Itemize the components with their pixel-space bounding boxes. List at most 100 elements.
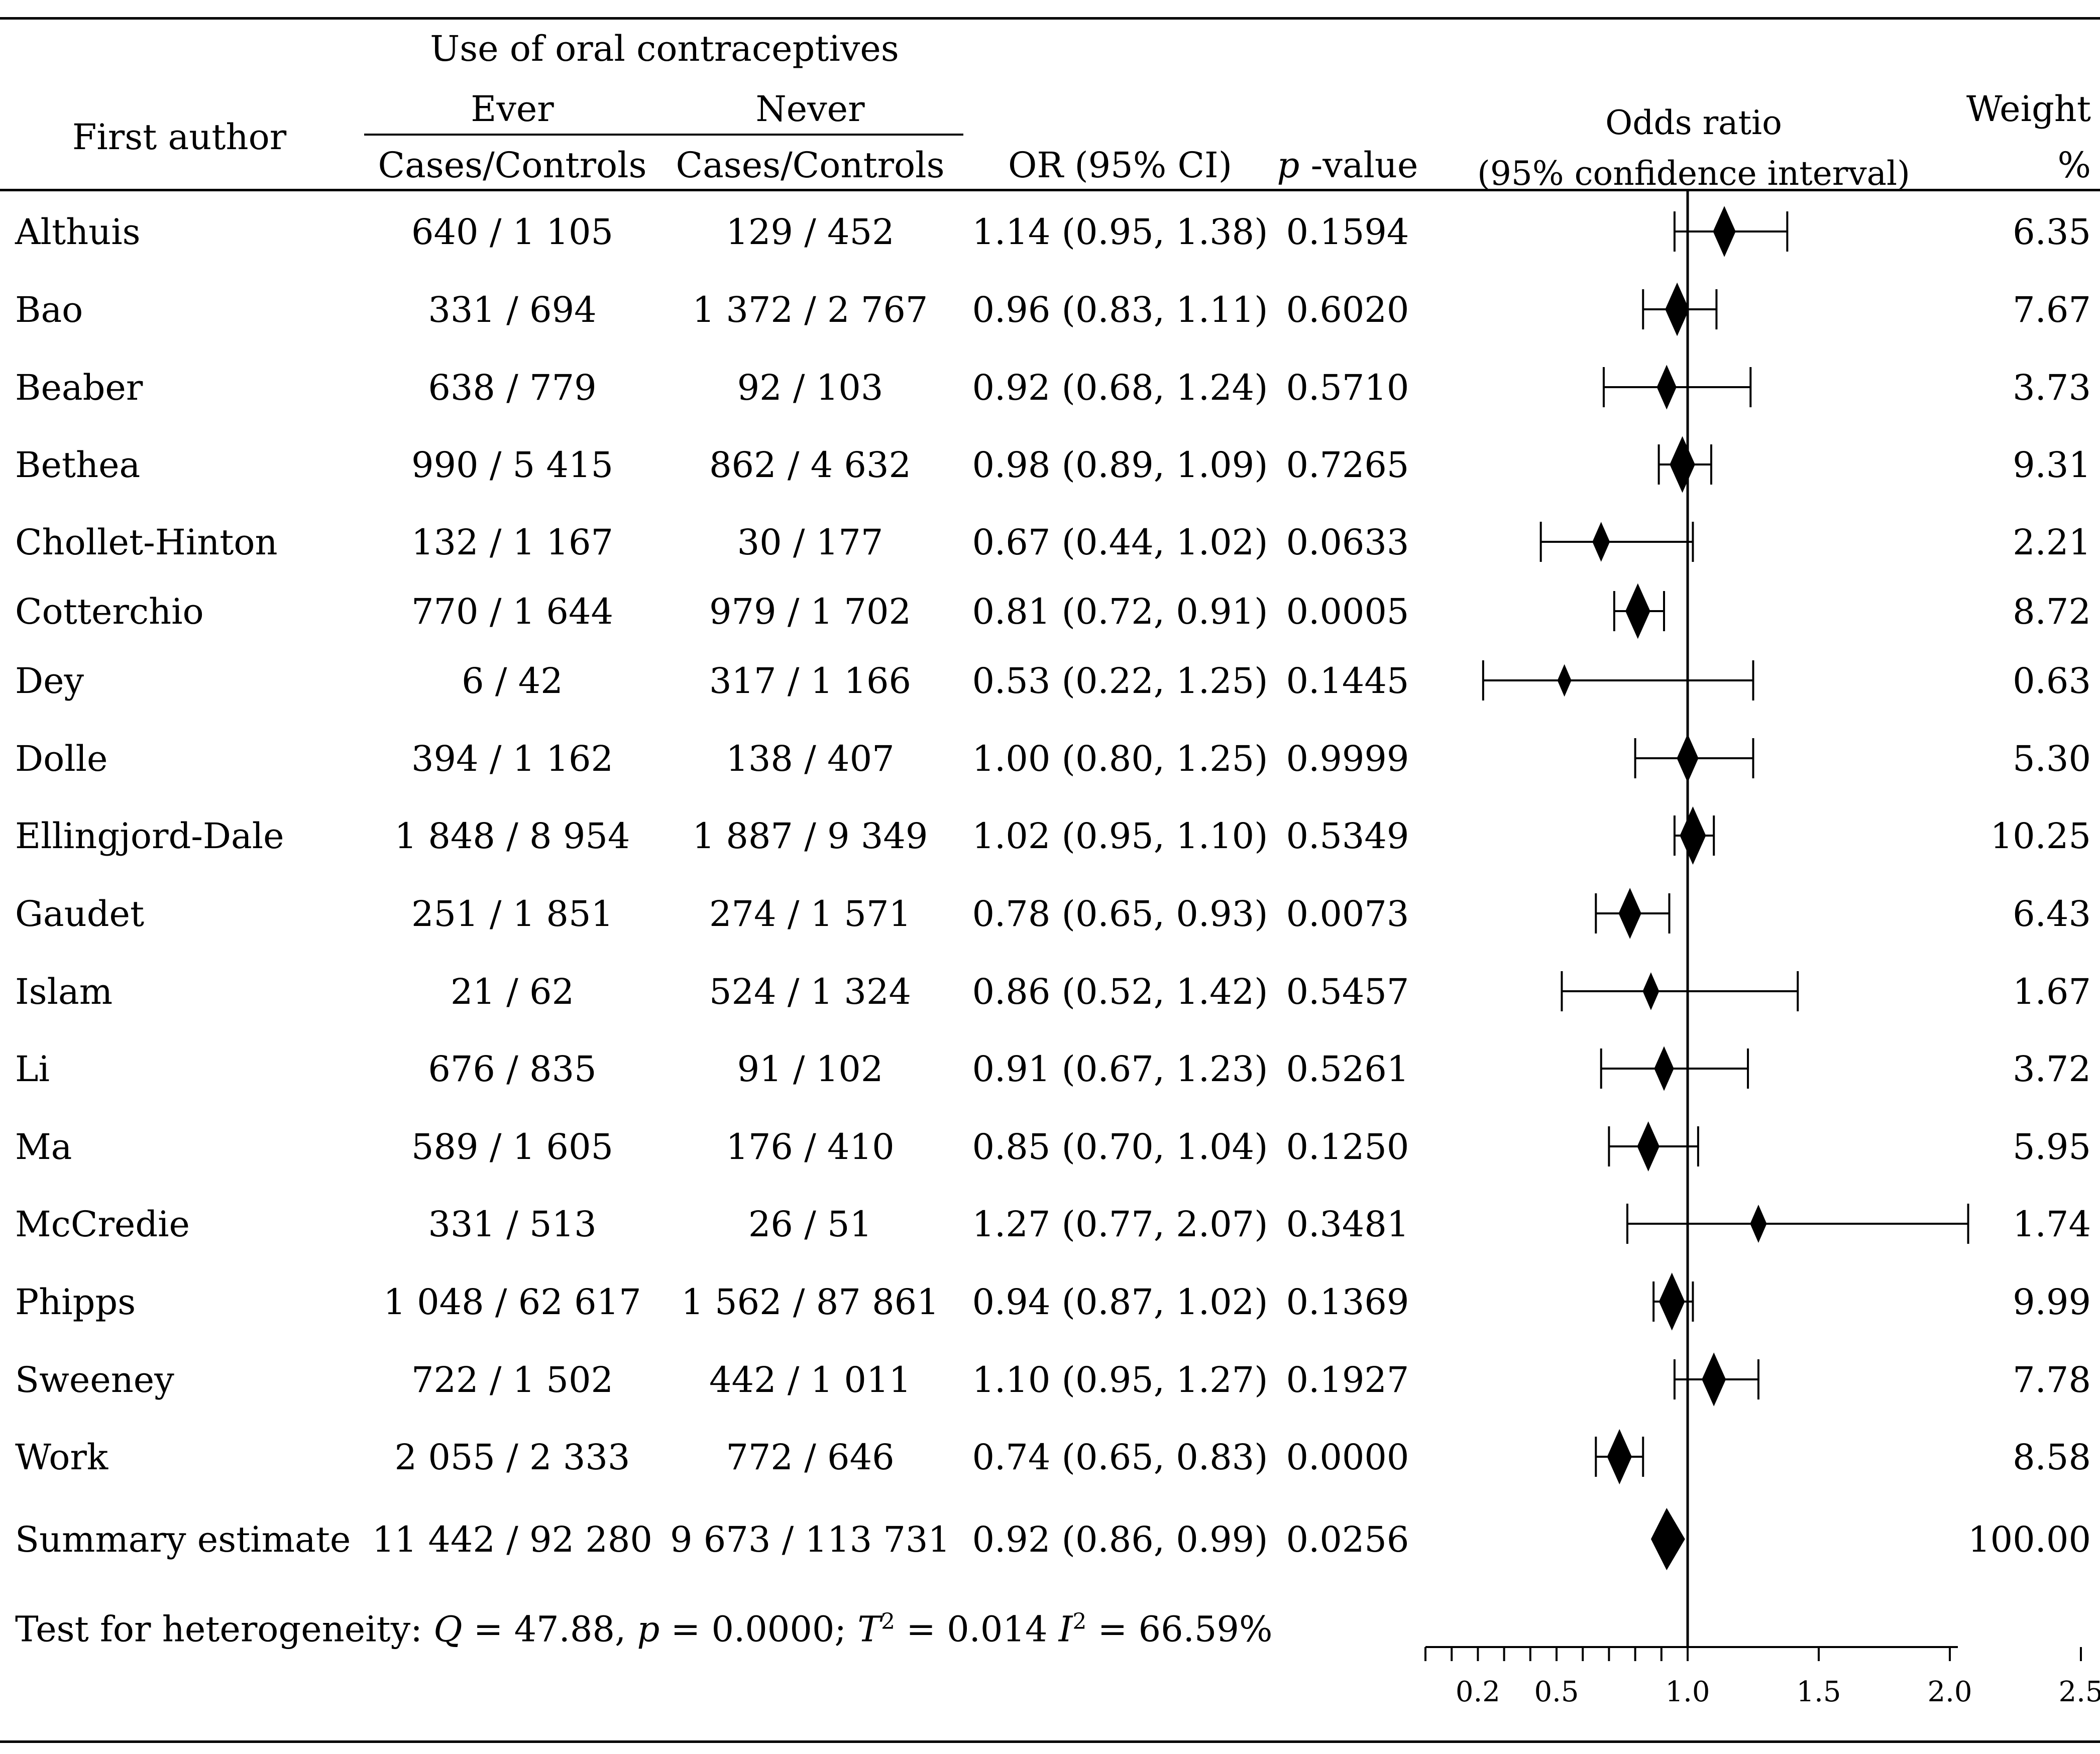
row-never: 317 / 1 166 bbox=[709, 660, 912, 701]
or-diamond bbox=[1607, 1429, 1632, 1485]
summary-diamond bbox=[1650, 1508, 1685, 1570]
row-never: 274 / 1 571 bbox=[709, 893, 912, 934]
x-tick-label: 1.0 bbox=[1665, 1676, 1710, 1708]
row-weight: 7.78 bbox=[2013, 1359, 2091, 1400]
row-or-ci: 0.92 (0.68, 1.24) bbox=[972, 367, 1268, 408]
row-p-value: 0.1445 bbox=[1286, 660, 1409, 701]
or-diamond bbox=[1618, 888, 1641, 939]
row-never: 524 / 1 324 bbox=[709, 971, 912, 1012]
row-never: 176 / 410 bbox=[726, 1126, 895, 1167]
row-ever: 132 / 1 167 bbox=[411, 522, 614, 563]
bottom-rule bbox=[0, 1740, 2100, 1743]
summary-author: Summary estimate bbox=[15, 1519, 351, 1560]
first-author-label: First author bbox=[72, 116, 287, 158]
x-tick-label: 0.5 bbox=[1534, 1676, 1579, 1708]
row-ever: 251 / 1 851 bbox=[411, 893, 614, 934]
row-ever: 331 / 513 bbox=[428, 1204, 597, 1245]
or-diamond bbox=[1713, 206, 1736, 257]
or-diamond bbox=[1665, 282, 1689, 336]
or-diamond bbox=[1680, 806, 1706, 865]
row-or-ci: 0.96 (0.83, 1.11) bbox=[972, 289, 1268, 330]
row-ever: 589 / 1 605 bbox=[411, 1126, 614, 1167]
top-rule bbox=[0, 17, 2100, 20]
row-p-value: 0.5710 bbox=[1286, 367, 1409, 408]
summary-never: 9 673 / 113 731 bbox=[670, 1519, 950, 1560]
never-cases-controls-label: Cases/Controls bbox=[676, 145, 945, 186]
or-diamond bbox=[1750, 1204, 1767, 1243]
ci-label: (95% confidence interval) bbox=[1477, 154, 1910, 193]
row-author: Li bbox=[15, 1048, 50, 1090]
row-weight: 9.31 bbox=[2013, 444, 2091, 486]
row-author: Ma bbox=[15, 1126, 72, 1167]
row-or-ci: 0.85 (0.70, 1.04) bbox=[972, 1126, 1268, 1167]
never-label: Never bbox=[755, 88, 865, 130]
or-diamond bbox=[1642, 972, 1660, 1010]
row-author: Bao bbox=[15, 289, 83, 330]
row-p-value: 0.6020 bbox=[1286, 289, 1409, 330]
or-diamond bbox=[1592, 522, 1610, 562]
summary-ever: 11 442 / 92 280 bbox=[372, 1519, 652, 1560]
row-or-ci: 0.67 (0.44, 1.02) bbox=[972, 522, 1268, 563]
weight-label: Weight bbox=[1966, 88, 2091, 130]
row-p-value: 0.0633 bbox=[1286, 522, 1409, 563]
weight-pct-label: % bbox=[2057, 145, 2091, 186]
summary-weight: 100.00 bbox=[1968, 1519, 2091, 1560]
row-or-ci: 0.53 (0.22, 1.25) bbox=[972, 660, 1268, 701]
row-ever: 676 / 835 bbox=[428, 1048, 597, 1090]
row-ever: 2 055 / 2 333 bbox=[394, 1437, 630, 1478]
row-or-ci: 1.10 (0.95, 1.27) bbox=[972, 1359, 1268, 1400]
row-weight: 3.72 bbox=[2013, 1048, 2091, 1090]
row-weight: 10.25 bbox=[1990, 815, 2091, 857]
x-tick-label: 0.2 bbox=[1456, 1676, 1500, 1708]
row-never: 129 / 452 bbox=[726, 211, 895, 253]
row-p-value: 0.1369 bbox=[1286, 1281, 1409, 1323]
p-value-label: p -value bbox=[1277, 145, 1418, 186]
row-weight: 8.58 bbox=[2013, 1437, 2091, 1478]
or-ci-label: OR (95% CI) bbox=[1008, 145, 1233, 186]
row-ever: 1 848 / 8 954 bbox=[394, 815, 630, 857]
row-author: Gaudet bbox=[15, 893, 145, 934]
row-author: Althuis bbox=[15, 211, 141, 253]
row-p-value: 0.5261 bbox=[1286, 1048, 1409, 1090]
row-or-ci: 1.14 (0.95, 1.38) bbox=[972, 211, 1268, 253]
row-author: Ellingjord-Dale bbox=[15, 815, 284, 857]
row-ever: 1 048 / 62 617 bbox=[383, 1281, 641, 1323]
row-p-value: 0.1250 bbox=[1286, 1126, 1409, 1167]
row-never: 1 372 / 2 767 bbox=[692, 289, 928, 330]
row-or-ci: 0.81 (0.72, 0.91) bbox=[972, 591, 1268, 632]
or-diamond bbox=[1677, 734, 1699, 783]
summary-p: 0.0256 bbox=[1286, 1519, 1409, 1560]
row-author: Beaber bbox=[15, 367, 143, 408]
or-diamond bbox=[1656, 365, 1677, 410]
row-or-ci: 0.74 (0.65, 0.83) bbox=[972, 1437, 1268, 1478]
row-weight: 0.63 bbox=[2013, 660, 2091, 701]
row-weight: 6.35 bbox=[2013, 211, 2091, 253]
row-ever: 21 / 62 bbox=[450, 971, 575, 1012]
heterogeneity-test: Test for heterogeneity: Q = 47.88, p = 0… bbox=[15, 1608, 1273, 1650]
row-weight: 3.73 bbox=[2013, 367, 2091, 408]
x-tick-label: 2.0 bbox=[1927, 1676, 1972, 1708]
row-author: Phipps bbox=[15, 1281, 136, 1323]
or-diamond bbox=[1670, 436, 1695, 493]
row-ever: 331 / 694 bbox=[428, 289, 597, 330]
row-or-ci: 0.86 (0.52, 1.42) bbox=[972, 971, 1268, 1012]
row-weight: 8.72 bbox=[2013, 591, 2091, 632]
row-never: 442 / 1 011 bbox=[709, 1359, 912, 1400]
row-author: Dolle bbox=[15, 738, 108, 779]
row-or-ci: 0.91 (0.67, 1.23) bbox=[972, 1048, 1268, 1090]
row-never: 138 / 407 bbox=[726, 738, 895, 779]
row-or-ci: 1.27 (0.77, 2.07) bbox=[972, 1204, 1268, 1245]
row-author: Bethea bbox=[15, 444, 141, 486]
row-ever: 770 / 1 644 bbox=[411, 591, 614, 632]
row-p-value: 0.1927 bbox=[1286, 1359, 1409, 1400]
row-never: 1 887 / 9 349 bbox=[692, 815, 928, 857]
row-author: Islam bbox=[15, 971, 113, 1012]
row-or-ci: 0.78 (0.65, 0.93) bbox=[972, 893, 1268, 934]
row-ever: 640 / 1 105 bbox=[411, 211, 614, 253]
row-author: Dey bbox=[15, 660, 84, 701]
row-p-value: 0.7265 bbox=[1286, 444, 1409, 486]
row-weight: 5.30 bbox=[2013, 738, 2091, 779]
row-never: 979 / 1 702 bbox=[709, 591, 912, 632]
or-diamond bbox=[1637, 1121, 1660, 1172]
